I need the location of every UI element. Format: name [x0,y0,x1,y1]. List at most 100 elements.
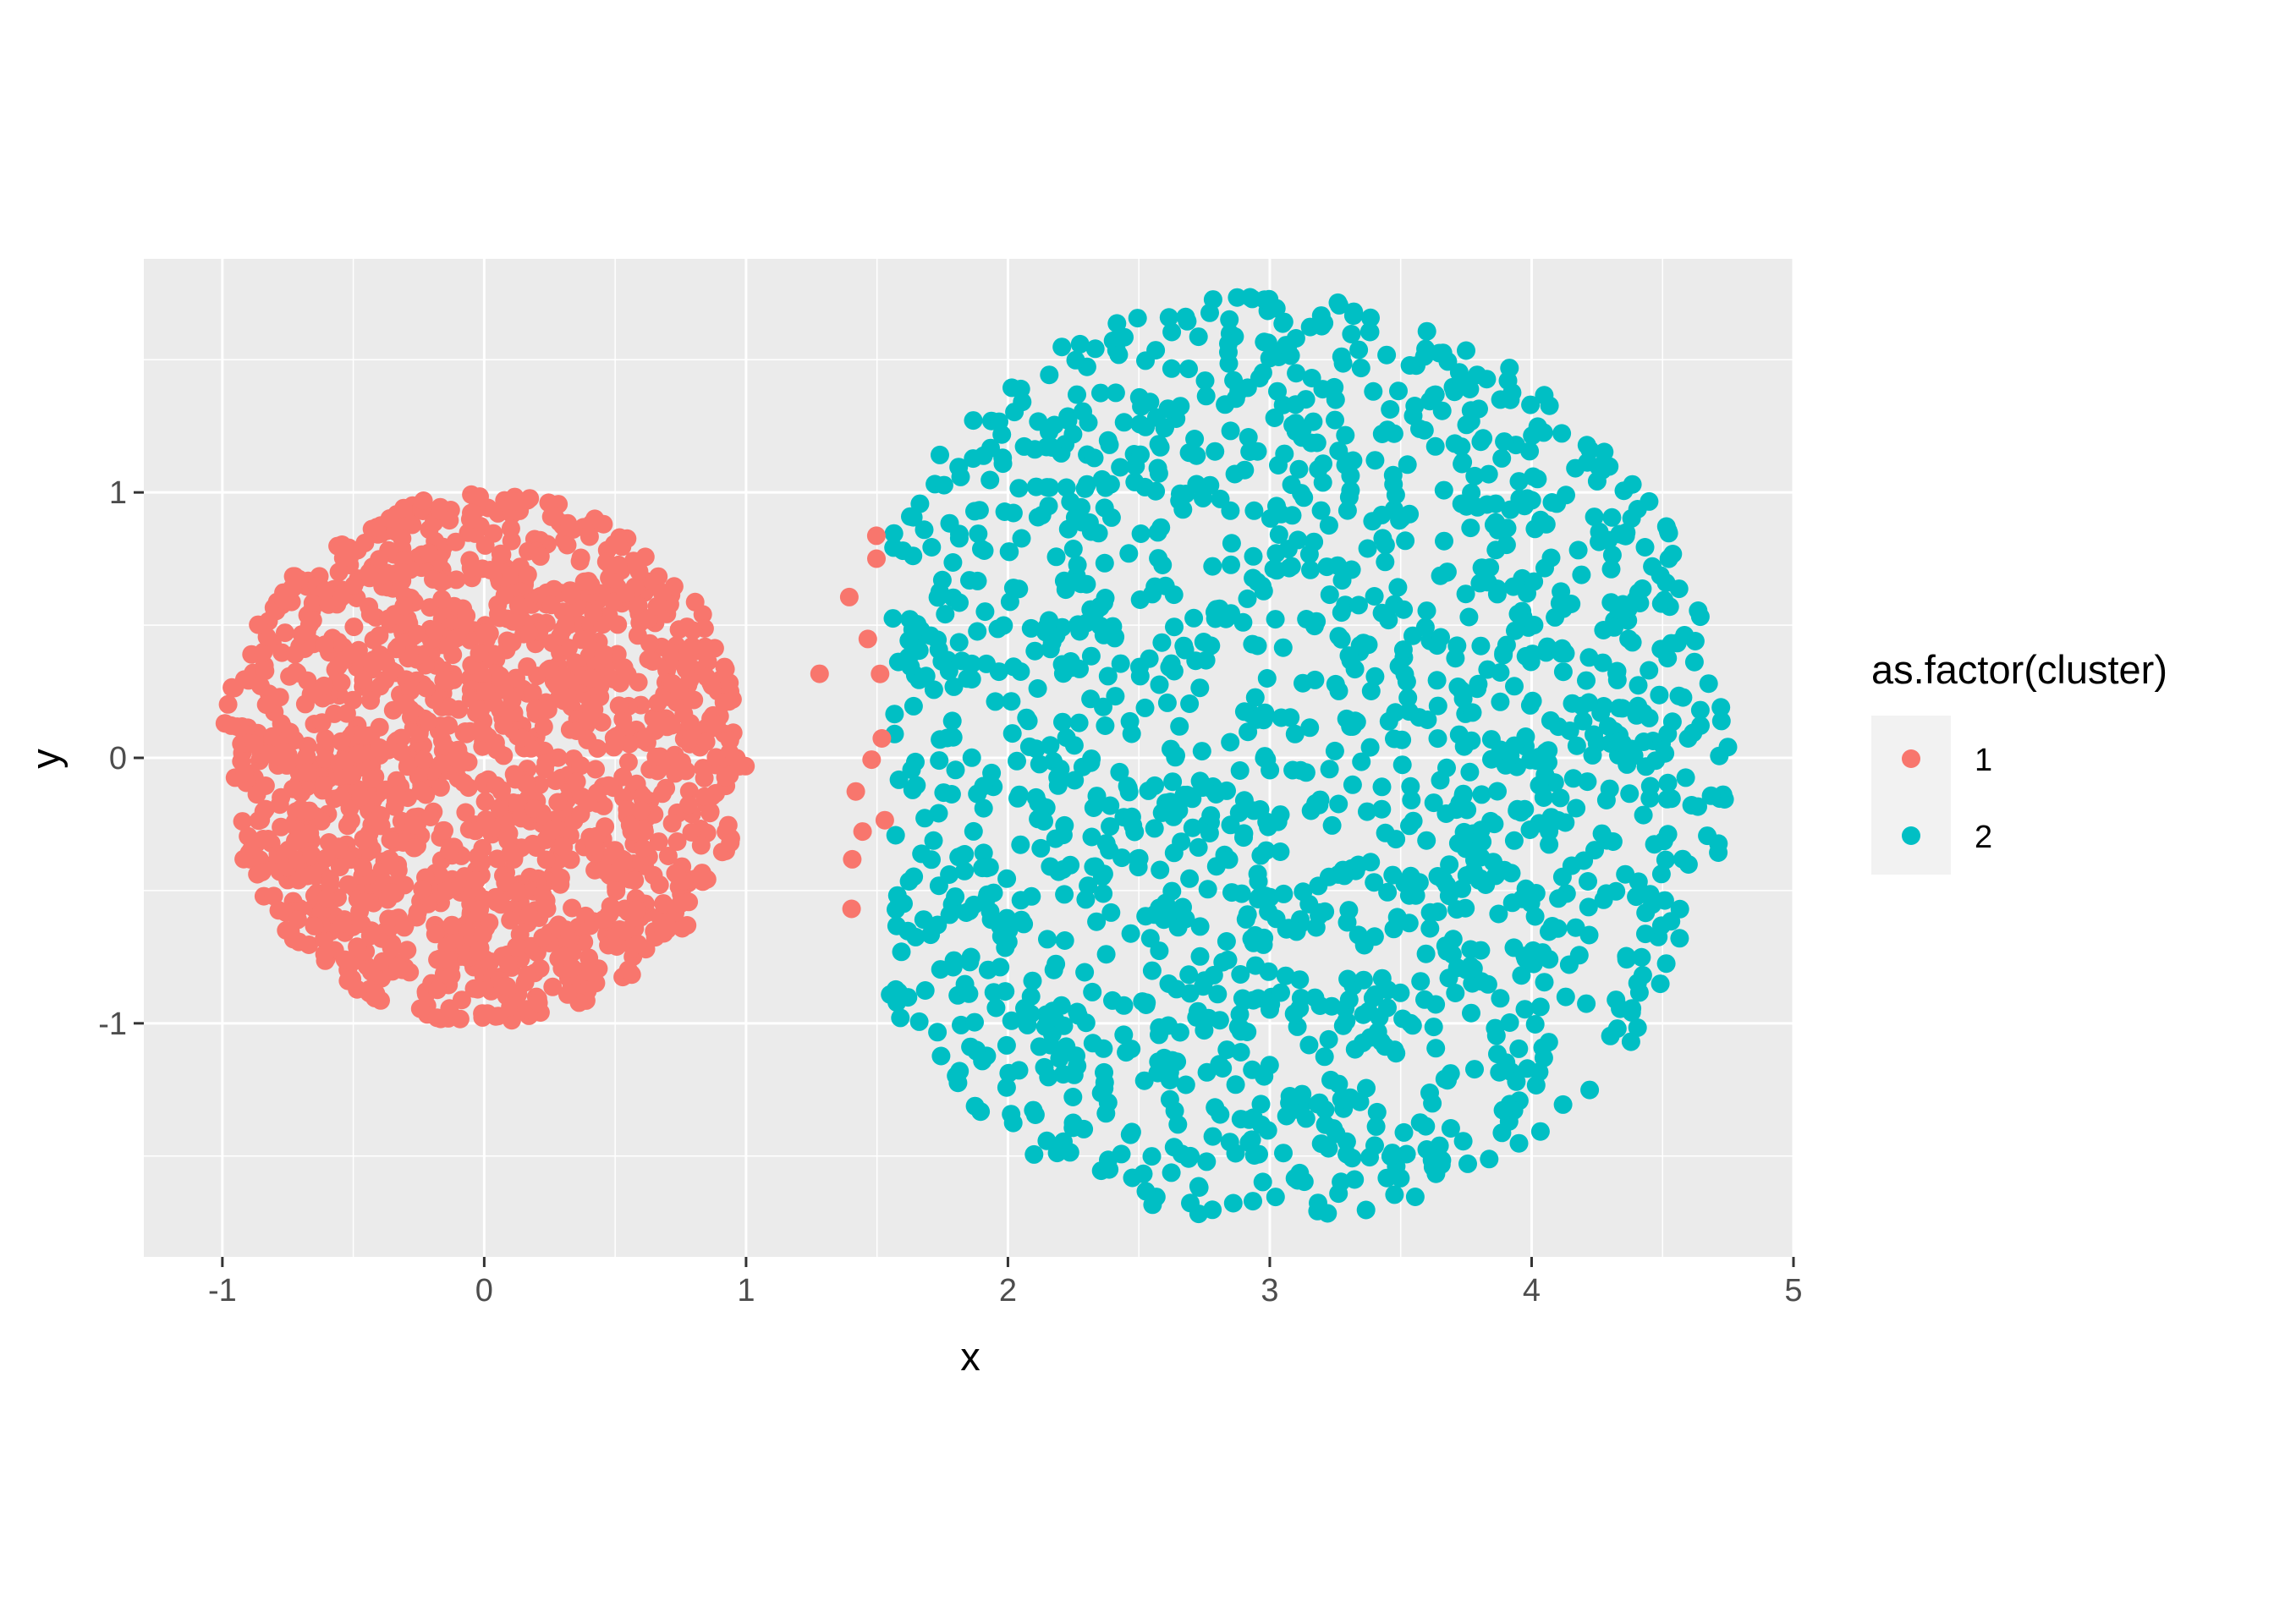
cluster-2-point [1315,1047,1334,1067]
cluster-2-point [1399,914,1419,933]
cluster-2-point [912,844,931,864]
cluster-1-point [536,760,554,779]
cluster-2-point [1008,788,1027,808]
cluster-2-point [1143,1195,1162,1215]
cluster-2-point [1155,1048,1174,1067]
cluster-2-point [1417,321,1436,341]
cluster-2-point [943,957,963,977]
cluster-2-point [1342,560,1361,579]
cluster-2-point [1194,488,1212,508]
cluster-1-point [720,731,739,750]
cluster-2-point [1002,692,1021,711]
cluster-1-point [648,694,667,712]
cluster-1-point [660,642,679,661]
cluster-1-point [643,652,662,671]
cluster-2-point [1287,364,1306,383]
cluster-2-point [1031,838,1051,858]
cluster-1-point [700,802,720,821]
cluster-2-point [1343,717,1362,736]
cluster-1-point [538,700,558,719]
cluster-2-point [1563,769,1583,788]
cluster-2-point [1464,959,1483,978]
cluster-2-point [1521,395,1541,414]
x-tick-label: -1 [208,1273,237,1309]
cluster-1-point [492,545,512,564]
cluster-2-point [1150,1025,1168,1045]
cluster-1-point [523,683,542,702]
cluster-2-point [1052,996,1071,1015]
cluster-1-point [685,592,705,612]
cluster-2-point [1221,732,1240,752]
cluster-2-point [1096,716,1115,735]
cluster-2-point [1579,897,1598,917]
cluster-1-point [376,671,395,690]
cluster-2-point [1515,1000,1535,1019]
cluster-2-point [1228,1018,1248,1037]
cluster-2-point [1307,433,1326,453]
cluster-2-point [962,748,981,767]
cluster-2-point [1082,827,1101,847]
cluster-2-point [1445,382,1464,402]
cluster-2-point [1426,1039,1446,1058]
cluster-1-point [254,642,273,661]
cluster-2-point [1249,872,1268,892]
cluster-2-point [1602,546,1622,565]
cluster-2-point [1633,966,1652,985]
cluster-1-point [530,776,549,794]
cluster-2-point [1068,555,1087,574]
cluster-2-point [1244,501,1264,520]
cluster-2-point [1471,941,1491,960]
cluster-2-point [1508,801,1527,820]
cluster-1-point [382,938,401,957]
cluster-2-point [1221,501,1240,520]
cluster-1-point [344,575,364,595]
cluster-2-point [1307,612,1326,631]
cluster-2-point [1360,1148,1379,1167]
cluster-2-point [885,705,904,724]
cluster-2-point [1449,725,1469,744]
cluster-2-point [1101,796,1120,815]
cluster-1-point [547,919,566,938]
cluster-1-point [475,792,495,811]
cluster-2-point [991,916,1010,935]
cluster-2-point [1349,595,1368,615]
cluster-1-point [631,801,651,820]
cluster-2-point [1401,866,1420,886]
legend-key-2 [1902,826,1920,845]
cluster-1-point [636,727,656,747]
cluster-1-point [646,747,666,766]
cluster-2-point [1461,412,1480,431]
cluster-1-point [594,645,613,665]
cluster-2-point [1115,327,1134,347]
cluster-2-point [1356,1200,1376,1220]
cluster-2-point [1632,947,1651,967]
cluster-2-point [1617,523,1636,542]
cluster-2-point [1376,535,1395,555]
cluster-1-point [484,645,503,664]
cluster-1-point [349,744,368,764]
cluster-2-point [1415,990,1434,1009]
cluster-2-point [1339,990,1359,1009]
cluster-2-point [1111,458,1130,477]
cluster-2-point [1330,295,1348,315]
cluster-2-point [928,1023,948,1042]
cluster-2-point [1272,983,1290,1002]
cluster-1-point [332,732,351,751]
cluster-2-point [1122,1040,1141,1059]
cluster-2-point [1341,480,1360,500]
cluster-1-point [518,565,537,584]
cluster-2-point [1636,924,1655,944]
cluster-1-point [431,573,451,592]
cluster-2-point [1477,495,1497,514]
cluster-1-point [684,621,703,640]
cluster-2-point [1189,1178,1209,1197]
cluster-1-point [475,623,495,643]
cluster-2-point [1301,560,1320,579]
cluster-1-point [218,694,238,714]
cluster-2-point [1165,617,1184,637]
cluster-2-point [1277,336,1296,355]
cluster-2-point [1336,425,1355,445]
cluster-1-point [625,870,645,890]
cluster-1-point [277,755,297,775]
cluster-2-point [1656,954,1676,974]
